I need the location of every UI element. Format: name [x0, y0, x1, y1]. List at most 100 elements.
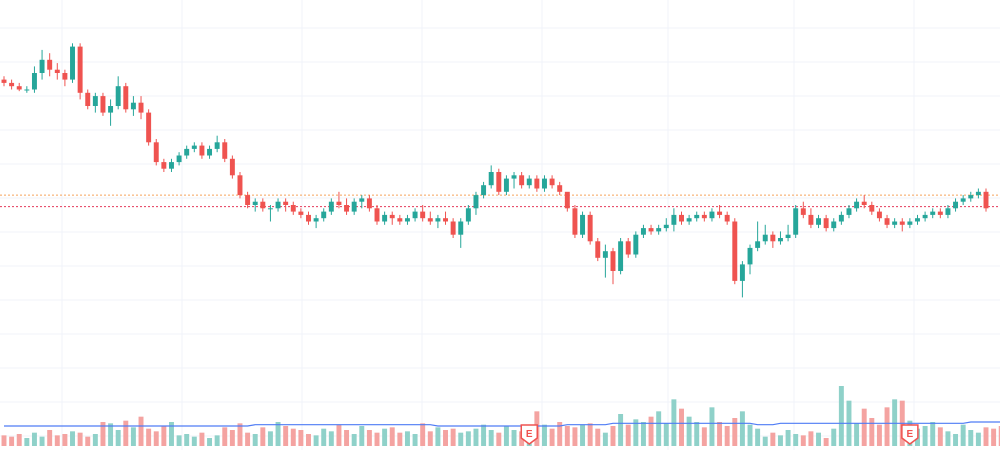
- candle-body: [770, 234, 776, 242]
- volume-bar: [625, 424, 631, 446]
- volume-bar: [382, 428, 388, 446]
- candle-body: [876, 211, 882, 219]
- volume-bar: [328, 431, 334, 446]
- volume-bar: [770, 432, 776, 446]
- candle-body: [245, 195, 251, 205]
- earnings-marker[interactable]: E: [520, 424, 539, 445]
- candle-body: [153, 142, 159, 163]
- candle-body: [138, 102, 144, 113]
- volume-bar: [351, 434, 357, 446]
- candle-body: [184, 148, 190, 156]
- volume-bar: [465, 431, 471, 446]
- volume-bar: [838, 386, 844, 446]
- volume-bar: [701, 427, 707, 446]
- volume-bar: [937, 427, 943, 446]
- volume-bar: [717, 422, 723, 446]
- candle-body: [945, 208, 951, 215]
- candle-body: [747, 247, 753, 265]
- candle-body: [450, 221, 456, 235]
- volume-bar: [633, 419, 639, 446]
- candle-body: [130, 102, 136, 110]
- volume-bar: [991, 428, 997, 446]
- candle-body: [168, 162, 174, 169]
- candle-body: [686, 218, 692, 222]
- volume-bar: [176, 435, 182, 446]
- candle-body: [47, 59, 53, 70]
- candle-body: [321, 211, 327, 219]
- candle-body: [960, 198, 966, 202]
- volume-bar: [572, 427, 578, 446]
- earnings-marker-badge: [901, 424, 919, 445]
- volume-bar: [138, 416, 144, 446]
- candle-body: [953, 201, 959, 209]
- candle-body: [542, 178, 547, 189]
- candle-body: [854, 201, 860, 209]
- candle-body: [816, 218, 822, 225]
- candle-body: [92, 96, 98, 106]
- volume-bar: [153, 431, 159, 446]
- candle-body: [625, 241, 631, 255]
- candle-body: [701, 214, 707, 219]
- volume-bar: [610, 426, 616, 446]
- candle-body: [404, 218, 410, 222]
- candle-body: [671, 214, 677, 225]
- volume-bar: [785, 430, 791, 446]
- candle-body: [39, 59, 45, 73]
- candle-body: [458, 221, 464, 235]
- volume-bar: [70, 431, 75, 446]
- volume-bar: [861, 408, 867, 446]
- candle-body: [564, 191, 570, 209]
- candle-body: [313, 218, 319, 222]
- volume-bar: [283, 426, 289, 446]
- volume-bar: [488, 430, 494, 446]
- volume-bar: [420, 423, 426, 446]
- candle-body: [869, 205, 875, 212]
- volume-bar: [587, 423, 593, 446]
- candle-body: [861, 201, 867, 205]
- candle-body: [191, 145, 197, 149]
- volume-bar: [671, 399, 677, 446]
- candle-body: [755, 241, 761, 248]
- volume-bar: [975, 432, 981, 446]
- volume-bar: [184, 434, 190, 446]
- volume-bar: [709, 407, 715, 446]
- candle-body: [382, 214, 388, 222]
- volume-bar: [656, 411, 662, 446]
- volume-bar: [229, 430, 235, 446]
- candle-body: [572, 208, 578, 235]
- candle-body: [481, 185, 487, 196]
- candle-body: [640, 228, 646, 235]
- candle-body: [283, 201, 289, 205]
- volume-bar: [580, 424, 586, 446]
- candle-body: [732, 221, 738, 281]
- volume-bar: [366, 430, 372, 446]
- candle-body: [62, 73, 68, 80]
- earnings-marker[interactable]: E: [901, 424, 919, 445]
- candle-body: [24, 89, 30, 91]
- volume-bar: [306, 434, 311, 446]
- volume-bar: [473, 428, 479, 446]
- candle-body: [298, 211, 304, 215]
- candle-body: [694, 214, 700, 219]
- volume-bar: [443, 430, 448, 446]
- candle-body: [823, 218, 829, 229]
- candle-body: [503, 178, 509, 192]
- candle-body: [679, 214, 684, 222]
- candle-body: [831, 221, 837, 229]
- volume-bar: [694, 422, 700, 446]
- volume-bar: [427, 431, 433, 446]
- volume-bar: [724, 426, 730, 446]
- volume-bar: [54, 435, 60, 446]
- volume-bar: [876, 424, 882, 446]
- volume-bar: [290, 428, 296, 446]
- volume-ma-line: [4, 421, 1000, 427]
- candle-body: [207, 148, 213, 156]
- volume-bar: [267, 431, 273, 446]
- candle-body: [899, 221, 905, 225]
- volume-bar: [960, 424, 966, 446]
- volume-bar: [549, 428, 555, 446]
- volume-bar: [998, 426, 1000, 446]
